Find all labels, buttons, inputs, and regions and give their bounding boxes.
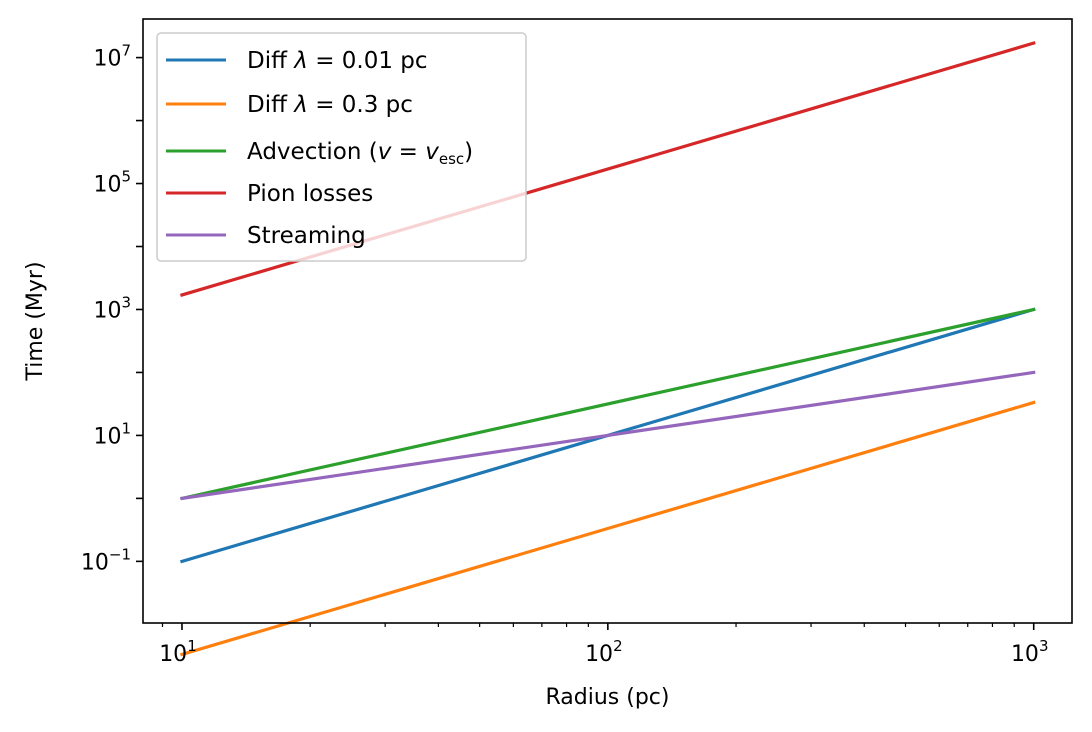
y-tick-label: 103	[93, 293, 131, 323]
series-line-1	[179, 400, 1036, 657]
legend-label-diff-001: Diff λ = 0.01 pc	[247, 48, 428, 74]
y-tick-label: 105	[93, 168, 131, 198]
x-tick-label: 101	[159, 637, 197, 667]
legend-label-pion: Pion losses	[247, 181, 373, 207]
legend-item-diff-03: Diff λ = 0.3 pc	[166, 92, 413, 118]
legend-item-advection: Advection (v = vesc)	[166, 139, 473, 168]
legend-box	[156, 32, 527, 262]
series-line-4	[180, 370, 1036, 501]
x-tick-label: 102	[585, 637, 623, 667]
series-line-2	[180, 307, 1036, 501]
x-axis-label: Radius (pc)	[546, 685, 670, 710]
legend-label-streaming: Streaming	[247, 223, 366, 249]
legend-item-diff-001: Diff λ = 0.01 pc	[166, 48, 428, 74]
legend-label-advection: Advection (v = vesc)	[247, 139, 473, 168]
legend-item-streaming: Streaming	[166, 223, 366, 249]
x-tick-label: 103	[1011, 637, 1049, 667]
legend-item-pion: Pion losses	[166, 181, 373, 207]
legend-label-diff-03: Diff λ = 0.3 pc	[247, 92, 413, 118]
y-axis-ticks: 10−1 101 103 105 107	[81, 42, 143, 575]
y-tick-label: 107	[93, 42, 131, 72]
y-tick-label: 10−1	[81, 545, 131, 575]
x-axis-ticks: 101 102 103	[159, 623, 1048, 667]
legend: Diff λ = 0.01 pc Diff λ = 0.3 pc Advecti…	[156, 32, 527, 262]
y-axis-label: Time (Myr)	[23, 261, 48, 381]
y-tick-label: 101	[93, 419, 131, 449]
